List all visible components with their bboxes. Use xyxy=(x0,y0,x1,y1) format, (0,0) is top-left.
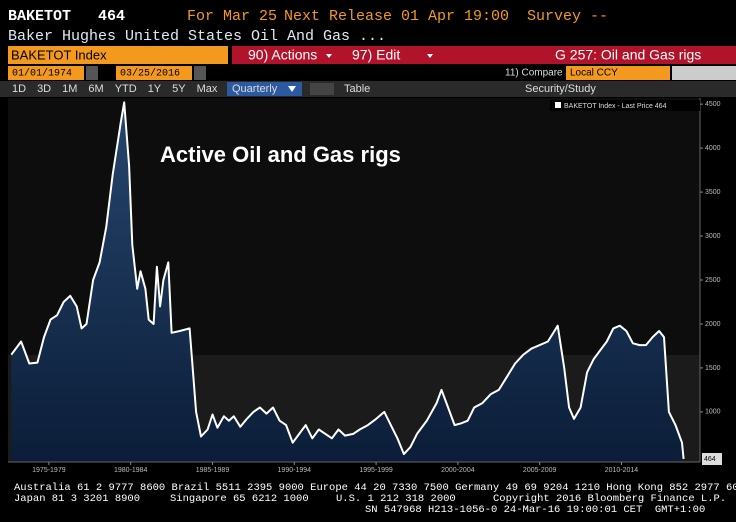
command-bar xyxy=(232,46,736,64)
x-tick-label: 2000-2004 xyxy=(441,467,475,474)
security-box[interactable] xyxy=(8,46,228,64)
end-date-box[interactable] xyxy=(116,66,192,80)
graph-name: G 257: Oil and Gas rigs xyxy=(555,47,701,63)
area-fill xyxy=(11,102,684,463)
table-button[interactable]: Table xyxy=(344,83,370,95)
x-tick-label: 1980-1984 xyxy=(114,467,148,474)
y-tick-label: 4500 xyxy=(705,101,721,108)
y-tick-label: 4000 xyxy=(705,145,721,152)
footer-line: U.S. 1 212 318 2000 xyxy=(336,493,456,505)
description: Baker Hughes United States Oil And Gas .… xyxy=(8,28,386,45)
period-button[interactable]: 6M xyxy=(88,83,103,95)
x-tick-label: 1990-1994 xyxy=(278,467,312,474)
dropdown-arrow xyxy=(326,54,332,58)
dropdown-arrow xyxy=(288,86,296,92)
compare[interactable]: 11) Compare xyxy=(505,68,563,79)
x-tick-label: 1975-1979 xyxy=(32,467,66,474)
calendar-button[interactable] xyxy=(86,66,98,80)
edit-button[interactable]: 97) Edit xyxy=(352,47,400,63)
footer-line: SN 547968 H213-1056-0 24-Mar-16 19:00:01… xyxy=(365,504,705,516)
last-price-label: 464 xyxy=(704,456,716,463)
y-tick-label: 2000 xyxy=(705,321,721,328)
period-button[interactable]: 3D xyxy=(37,83,51,95)
frequency-box[interactable] xyxy=(227,82,302,96)
y-tick-label: 1500 xyxy=(705,365,721,372)
y-tick-label: 1000 xyxy=(705,409,721,416)
next-release: Next Release 01 Apr 19:00 xyxy=(284,8,509,25)
period-button[interactable]: 5Y xyxy=(172,83,186,95)
period-button[interactable]: Max xyxy=(197,83,218,95)
legend-swatch xyxy=(555,102,561,108)
legend-entry: BAKETOT Index - Last Price 464 xyxy=(564,103,667,110)
start-date: 01/01/1974 xyxy=(12,68,72,80)
calendar-button[interactable] xyxy=(194,66,206,80)
period-button[interactable]: 1M xyxy=(62,83,77,95)
currency-box[interactable] xyxy=(566,66,670,80)
footer-line: Australia 61 2 9777 8600 Brazil 5511 239… xyxy=(14,482,736,494)
survey: Survey -- xyxy=(527,8,608,25)
footer-line: Singapore 65 6212 1000 xyxy=(170,493,309,505)
x-tick-label: 1995-1999 xyxy=(359,467,393,474)
x-tick-label: 2005-2009 xyxy=(523,467,557,474)
currency: Local CCY xyxy=(570,68,618,79)
footer-line: Japan 81 3 3201 8900 xyxy=(14,493,140,505)
legend xyxy=(550,100,700,111)
period-button[interactable]: 1Y xyxy=(148,83,162,95)
toolbar xyxy=(0,81,736,97)
end-date: 03/25/2016 xyxy=(120,68,180,80)
ticker: BAKETOT xyxy=(8,8,71,25)
period-button[interactable]: YTD xyxy=(115,83,137,95)
chart-title: Active Oil and Gas rigs xyxy=(160,142,401,167)
y-tick-label: 3500 xyxy=(705,189,721,196)
dropdown-arrow xyxy=(427,54,433,58)
start-date-box[interactable] xyxy=(8,66,84,80)
period-button[interactable]: 1D xyxy=(12,83,26,95)
frequency: Quarterly xyxy=(232,83,278,95)
study-button[interactable]: Security/Study xyxy=(525,83,596,95)
last-price: 464 xyxy=(98,8,125,25)
x-tick-label: 2010-2014 xyxy=(605,467,639,474)
security: BAKETOT Index xyxy=(11,47,107,62)
footer-line: Copyright 2016 Bloomberg Finance L.P. xyxy=(493,493,726,505)
y-tick-label: 3000 xyxy=(705,233,721,240)
actions-button[interactable]: 90) Actions xyxy=(248,47,317,63)
price-line xyxy=(10,101,685,460)
chart-icon[interactable] xyxy=(310,83,334,95)
x-tick-label: 1985-1989 xyxy=(196,467,230,474)
back-button[interactable] xyxy=(672,66,736,80)
last-price-box xyxy=(702,453,722,466)
y-tick-label: 2500 xyxy=(705,277,721,284)
for-date: For Mar 25 xyxy=(187,8,277,25)
